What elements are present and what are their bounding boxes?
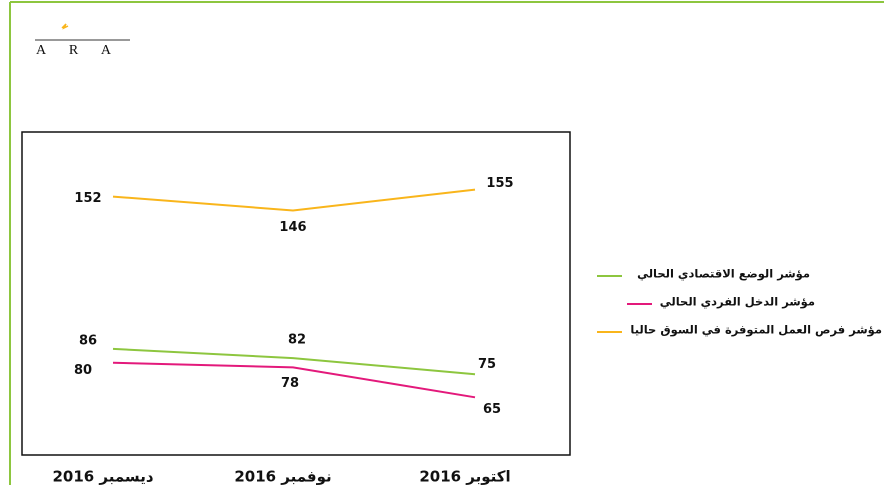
x-tick-label: اكتوبر 2016 [419,468,510,485]
data-label: 82 [288,333,306,348]
x-tick-label: ديسمبر 2016 [52,468,153,485]
plot-area [21,131,571,456]
series-line [112,361,476,399]
legend-label: مؤشر فرص العمل المتوفرة في السوق حاليا [630,323,882,338]
series-line [112,347,476,376]
logo: A R A [36,43,121,58]
data-label: 155 [486,176,513,191]
data-label: 146 [279,220,306,235]
legend-label: مؤشر الدخل الفردي الحالي [660,295,815,310]
x-tick-label: نوفمبر 2016 [234,468,331,485]
series-line [112,188,476,212]
logo-mark [61,23,69,30]
data-label: 80 [74,363,92,378]
legend: مؤشر الوضع الاقتصادي الحالي مؤشر الدخل ال… [597,267,882,338]
data-label: 65 [483,402,501,417]
data-label: 86 [79,333,97,348]
legend-label: مؤشر الوضع الاقتصادي الحالي [637,267,810,282]
data-label: 78 [281,376,299,391]
data-label: 152 [74,191,101,206]
data-label: 75 [478,357,496,372]
